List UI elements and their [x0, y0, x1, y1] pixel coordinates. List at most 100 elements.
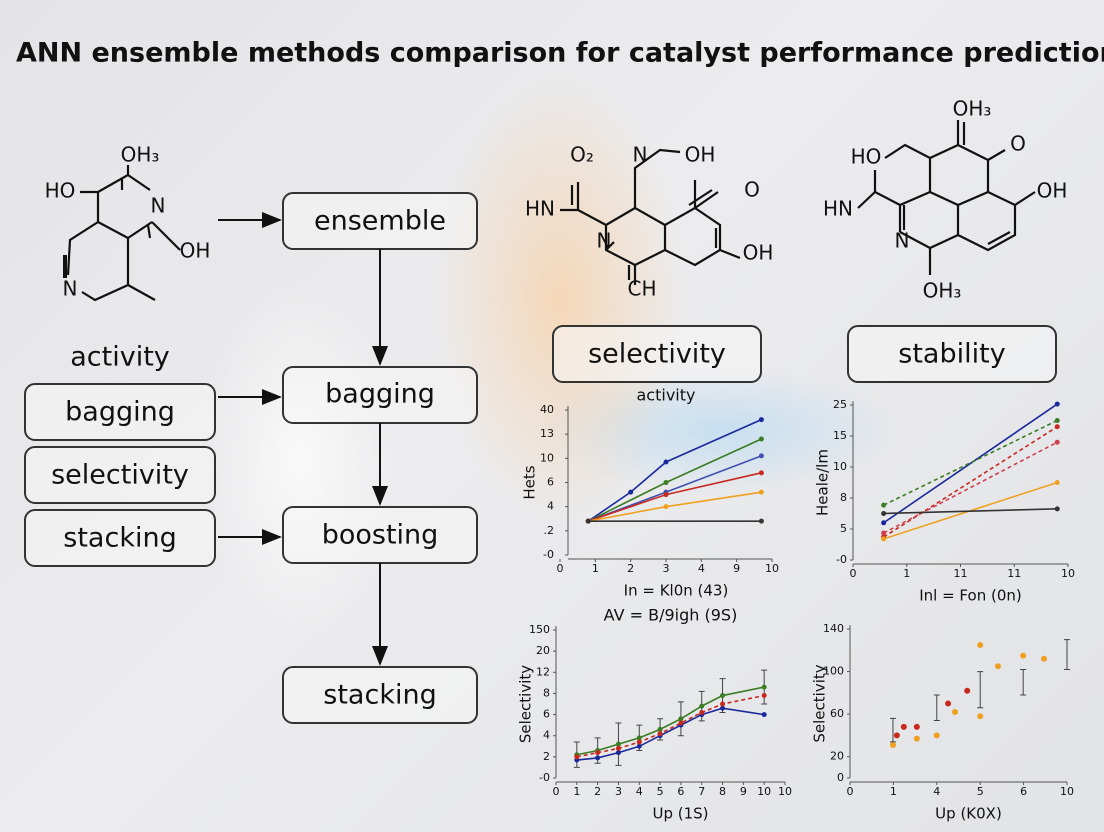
- y-tick-label: 6: [543, 708, 550, 721]
- flow-label: stacking: [323, 680, 436, 711]
- x-tick-label: 3: [615, 785, 622, 798]
- x-tick-label: 10: [1061, 567, 1075, 580]
- x-tick-label: 11: [954, 567, 968, 580]
- x-tick-label: 5: [977, 785, 984, 798]
- y-tick-label: .2: [544, 524, 555, 537]
- x-tick-label: 7: [698, 785, 705, 798]
- y-tick-label: 150: [529, 623, 550, 636]
- line: [587, 455, 762, 522]
- point: [720, 693, 726, 699]
- bonds: [66, 165, 181, 302]
- molecule: O₂ N OH HN O N OH CH: [525, 143, 773, 301]
- line: [588, 472, 762, 522]
- flow-label: bagging: [325, 379, 435, 410]
- point: [657, 726, 663, 732]
- point: [758, 518, 764, 524]
- point: [1054, 439, 1060, 445]
- property-box: [847, 325, 1057, 383]
- point: [615, 745, 621, 751]
- atom-label: HN: [525, 197, 555, 221]
- point: [636, 743, 642, 749]
- point: [933, 732, 940, 739]
- point: [761, 712, 767, 718]
- atom-label: N: [63, 277, 78, 301]
- y-tick-label: -0: [836, 553, 847, 566]
- point: [977, 641, 984, 648]
- error-bar: [977, 671, 984, 709]
- x-axis-label: In = Kl0n (43): [624, 582, 729, 600]
- atom-label: OH₃: [953, 97, 992, 121]
- point: [1054, 418, 1060, 423]
- atom-label: N: [597, 229, 612, 253]
- error-bar: [1020, 668, 1027, 696]
- x-tick-label: 0: [847, 785, 854, 798]
- point: [1054, 506, 1060, 512]
- point: [678, 716, 684, 722]
- point: [1054, 424, 1060, 430]
- x-tick-label: 4: [933, 785, 940, 798]
- x-tick-label: 4: [698, 562, 705, 575]
- point: [758, 489, 764, 495]
- atom-label: O: [744, 178, 760, 202]
- y-tick-label: 15: [833, 429, 847, 442]
- y-tick-label: 100: [823, 665, 844, 678]
- x-tick-label: 9: [740, 785, 747, 798]
- point: [761, 684, 767, 690]
- chart-title: AV = B/9igh (9S): [604, 606, 738, 625]
- activity-label: activity: [70, 342, 170, 373]
- point: [595, 755, 601, 761]
- molecule: OH₃ HO O HN OH N OH₃: [823, 97, 1067, 303]
- point: [720, 701, 726, 707]
- y-tick-label: 0: [837, 771, 844, 784]
- y-tick-label: 20: [536, 644, 550, 657]
- y-tick-label: 20: [830, 750, 844, 763]
- point: [628, 489, 634, 495]
- atom-label: OH: [1037, 179, 1068, 203]
- x-tick-label: 3: [663, 562, 670, 575]
- point: [1054, 401, 1060, 407]
- point: [945, 700, 952, 707]
- point: [881, 536, 887, 542]
- line: [587, 418, 762, 522]
- y-tick-label: 13: [540, 427, 554, 440]
- point: [900, 723, 907, 730]
- point: [881, 520, 887, 526]
- method-label: stacking: [63, 523, 176, 554]
- y-axis-label: Selectivity: [517, 665, 535, 743]
- x-tick-label: 1: [592, 562, 599, 575]
- x-tick-label: 0: [553, 785, 560, 798]
- point: [615, 741, 621, 747]
- point: [699, 703, 705, 709]
- y-axis-label: Heale/lm: [814, 449, 832, 516]
- property-label: selectivity: [588, 339, 726, 370]
- atom-label: HO: [851, 145, 882, 169]
- method-label: selectivity: [51, 460, 189, 491]
- y-axis-label: Hets: [521, 465, 539, 499]
- flow-box: [282, 666, 478, 724]
- method-label: bagging: [65, 397, 175, 428]
- y-tick-label: -0: [539, 771, 550, 784]
- atom-label: OH: [743, 241, 774, 265]
- x-tick-label: 10: [778, 785, 792, 798]
- point: [678, 720, 684, 726]
- point: [699, 709, 705, 715]
- flow-label: boosting: [322, 520, 439, 551]
- point: [663, 504, 669, 510]
- line: [588, 491, 762, 522]
- y-tick-label: 12: [536, 665, 550, 678]
- y-tick-label: 10: [540, 451, 554, 464]
- x-tick-label: 5: [657, 785, 664, 798]
- y-tick-label: 6: [547, 476, 554, 489]
- point: [913, 735, 920, 742]
- point: [595, 750, 601, 756]
- line: [883, 441, 1058, 534]
- title: ANN ensemble methods comparison for cata…: [16, 38, 1104, 69]
- atom-label: N: [895, 229, 910, 253]
- x-tick-label: 10: [757, 785, 771, 798]
- point: [663, 492, 669, 498]
- point: [977, 713, 984, 720]
- x-tick-label: 9: [733, 562, 740, 575]
- point: [994, 663, 1001, 670]
